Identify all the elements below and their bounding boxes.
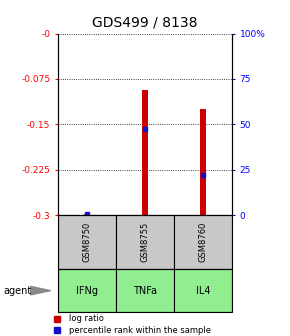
Text: log ratio: log ratio: [69, 314, 104, 323]
Bar: [58, 215, 116, 269]
Bar: [58, 269, 116, 312]
Text: GSM8750: GSM8750: [82, 222, 92, 262]
Text: agent: agent: [3, 286, 31, 296]
Text: IL4: IL4: [196, 286, 210, 296]
Bar: [116, 269, 174, 312]
Bar: [200, 109, 206, 215]
Text: IFNg: IFNg: [76, 286, 98, 296]
Text: TNFa: TNFa: [133, 286, 157, 296]
Polygon shape: [30, 286, 51, 295]
Text: GDS499 / 8138: GDS499 / 8138: [92, 15, 198, 29]
Bar: [116, 215, 174, 269]
Bar: [174, 269, 232, 312]
Text: GSM8755: GSM8755: [140, 222, 150, 262]
Text: percentile rank within the sample: percentile rank within the sample: [69, 326, 211, 335]
Bar: [174, 215, 232, 269]
Text: GSM8760: GSM8760: [198, 222, 208, 262]
Bar: [84, 214, 90, 215]
Bar: [142, 90, 148, 215]
